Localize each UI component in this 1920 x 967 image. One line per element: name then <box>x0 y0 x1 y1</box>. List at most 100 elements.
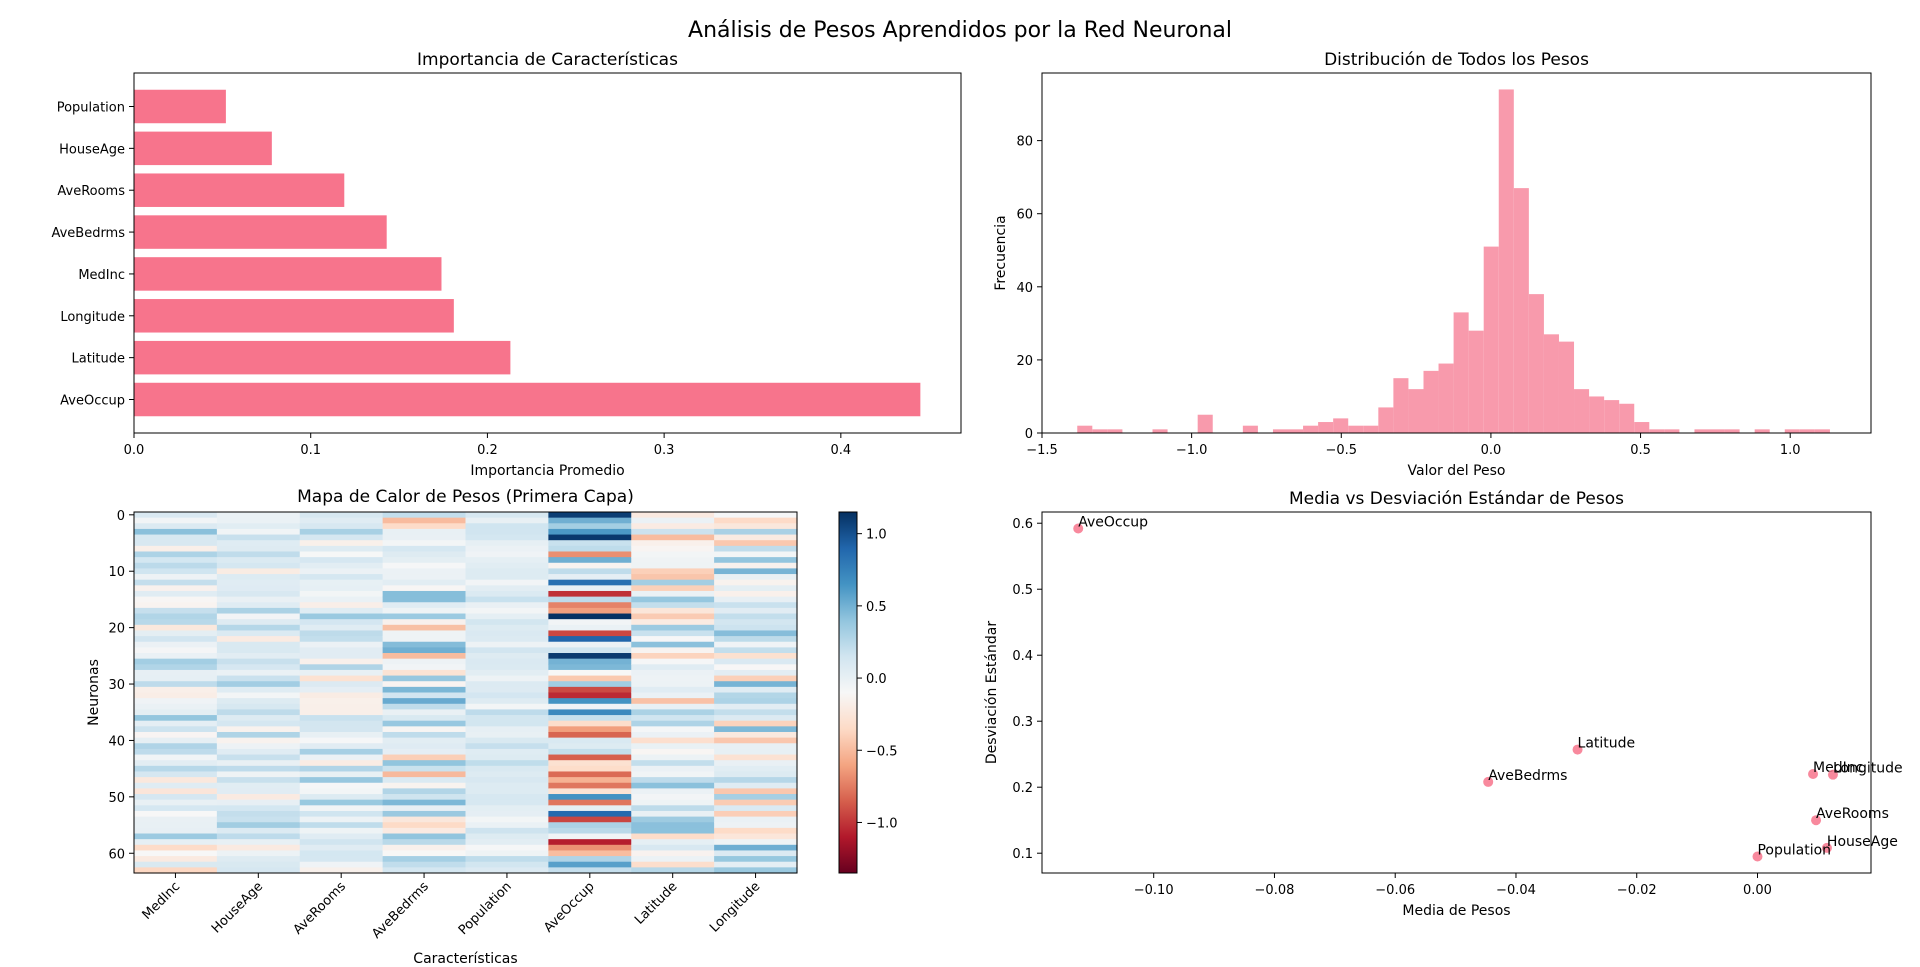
heatmap-cell <box>714 816 798 823</box>
heatmap-cell <box>216 737 301 744</box>
heatmap-cell <box>714 664 798 671</box>
heatmap-cell <box>548 850 632 857</box>
heatmap-cell <box>382 861 467 868</box>
heatmap-cell <box>216 788 301 795</box>
heatmap-cell <box>465 579 549 586</box>
heatmap-cell <box>465 788 549 795</box>
heatmap-cell <box>382 574 467 581</box>
heatmap-cell <box>465 839 549 846</box>
heatmap-cell <box>465 653 549 660</box>
x-tick-label: AveOccup <box>541 879 597 935</box>
heatmap-cell <box>382 782 467 789</box>
heatmap-cell <box>714 602 798 609</box>
heatmap-cell <box>299 844 384 852</box>
heatmap-cell <box>216 517 301 524</box>
heatmap-cell <box>631 844 715 852</box>
heatmap-cell <box>134 788 218 795</box>
heatmap-cell <box>465 528 549 536</box>
heatmap-cell <box>548 534 632 541</box>
heatmap-cell <box>631 794 715 801</box>
y-tick-label: 0.2 <box>1012 781 1033 796</box>
heatmap-cell <box>216 607 301 615</box>
y-tick-label: 60 <box>1016 208 1033 223</box>
heatmap-cell <box>382 720 467 727</box>
heatmap-cell <box>465 822 549 829</box>
heatmap-cell <box>134 562 218 570</box>
heatmap-cell <box>134 540 218 547</box>
heatmap-cell <box>631 822 715 829</box>
histogram-bar <box>1393 378 1409 433</box>
heatmap-cell <box>548 861 632 868</box>
heatmap-cell <box>299 686 384 694</box>
heatmap-cell <box>216 822 301 829</box>
heatmap-cell <box>465 540 549 547</box>
heatmap-cell <box>382 534 467 541</box>
heatmap-cell <box>714 574 798 581</box>
heatmap-cell <box>134 557 218 564</box>
heatmap-cell <box>299 794 384 801</box>
heatmap-cell <box>382 619 467 626</box>
heatmap-cell <box>548 754 632 761</box>
histogram-bar <box>1272 429 1289 433</box>
heatmap-cell <box>714 698 798 705</box>
heatmap-cell <box>382 777 467 784</box>
heatmap-cell <box>548 777 632 784</box>
heatmap-cell <box>134 596 218 603</box>
heatmap-cell <box>714 692 798 699</box>
heatmap-cell <box>216 867 301 874</box>
heatmap-cell <box>382 653 467 660</box>
heatmap-cell <box>134 771 218 778</box>
heatmap-cell <box>134 517 218 524</box>
heatmap-cell <box>714 799 798 806</box>
heatmap-cell <box>382 726 467 733</box>
histogram-bar <box>1363 425 1379 433</box>
heatmap-cell <box>465 641 549 648</box>
heatmap-cell <box>631 816 715 823</box>
heatmap-cell <box>299 613 384 620</box>
heatmap-cell <box>465 590 549 598</box>
heatmap-cell <box>714 760 798 767</box>
x-axis-label: Valor del Peso <box>1408 463 1506 479</box>
heatmap-cell <box>382 822 467 829</box>
heatmap-cell <box>548 613 632 620</box>
heatmap-cell <box>465 602 549 609</box>
heatmap-cell <box>548 794 632 801</box>
heatmap-cell <box>299 788 384 795</box>
heatmap-cell <box>134 579 218 586</box>
heatmap-cell <box>631 613 715 620</box>
heatmap-cell <box>714 613 798 620</box>
heatmap-cell <box>465 799 549 806</box>
y-tick-label: 60 <box>108 847 125 862</box>
histogram-bar <box>1634 422 1650 433</box>
heatmap-cell <box>631 760 715 767</box>
heatmap-cell <box>216 810 301 818</box>
heatmap-cell <box>382 517 467 524</box>
heatmap-cell <box>299 731 384 739</box>
heatmap-cell <box>714 523 798 530</box>
y-axis-label: Desviación Estándar <box>984 621 1000 764</box>
heatmap-cell <box>465 703 549 711</box>
heatmap-cell <box>299 765 384 773</box>
heatmap-cell <box>714 856 798 863</box>
heatmap-cell <box>382 754 467 761</box>
heatmap-cell <box>465 636 549 643</box>
heatmap-cell <box>714 715 798 722</box>
heatmap-cell <box>548 839 632 846</box>
heatmap-cell <box>134 743 218 750</box>
heatmap-cell <box>134 720 218 727</box>
heatmap-cell <box>134 675 218 682</box>
heatmap-cell <box>299 664 384 671</box>
heatmap-cell <box>134 585 218 592</box>
heatmap-cell <box>134 748 218 756</box>
heatmap-cell <box>134 805 218 812</box>
colorbar-tick-label: −0.5 <box>866 744 898 759</box>
heatmap-cell <box>299 579 384 586</box>
y-tick-label: AveOccup <box>60 394 125 409</box>
heatmap-cell <box>216 827 301 835</box>
heatmap-cell <box>134 512 218 519</box>
x-tick-label: −0.5 <box>1325 443 1357 458</box>
heatmap-cell <box>465 647 549 654</box>
heatmap-cell <box>465 557 549 564</box>
heatmap-cell <box>548 624 632 632</box>
heatmap-cell <box>714 517 798 524</box>
